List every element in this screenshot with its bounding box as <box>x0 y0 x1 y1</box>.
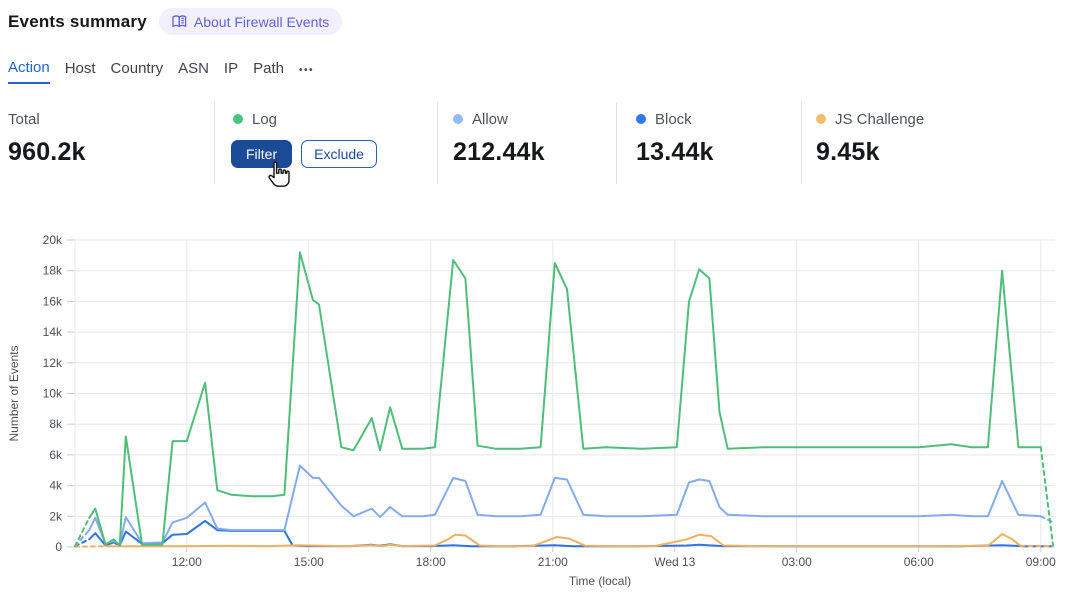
x-axis-tick-label: 21:00 <box>538 555 568 569</box>
x-axis-tick-label: 18:00 <box>416 555 446 569</box>
about-firewall-events-badge[interactable]: About Firewall Events <box>158 8 343 35</box>
filter-button[interactable]: Filter <box>231 140 293 168</box>
y-axis-tick-label: 8k <box>49 417 63 431</box>
stat-js-challenge[interactable]: JS Challenge 9.45k <box>801 102 1068 184</box>
tab-ip[interactable]: IP <box>223 60 239 77</box>
stat-js-challenge-label: JS Challenge <box>835 110 925 128</box>
x-axis-tick-label: 03:00 <box>782 555 812 569</box>
tab-country[interactable]: Country <box>110 60 164 77</box>
y-axis-tick-label: 2k <box>49 509 63 523</box>
y-axis-tick-label: 20k <box>43 233 63 247</box>
stat-log-label: Log <box>252 110 278 128</box>
tab-more-ellipsis[interactable]: ••• <box>298 65 314 76</box>
y-axis-tick-label: 10k <box>43 387 63 401</box>
chart-gridlines <box>67 239 1055 552</box>
y-axis-tick-label: 4k <box>49 479 63 493</box>
stat-allow[interactable]: Allow 212.44k <box>437 102 616 184</box>
series-line-allow <box>74 464 1054 548</box>
y-axis-tick-label: 6k <box>49 448 63 462</box>
y-axis-tick-label: 16k <box>43 294 63 308</box>
chart-series <box>74 251 1054 548</box>
stat-total: Total 960.2k <box>0 102 214 184</box>
log-legend-dot <box>233 114 243 124</box>
tab-asn[interactable]: ASN <box>178 60 209 77</box>
x-axis-tick-label: 09:00 <box>1026 555 1056 569</box>
tab-bar: Action Host Country ASN IP Path ••• <box>8 59 314 84</box>
events-chart: 0 2k 4k 6k 8k 10k 12k 14k 16k 18k 20k 12:00 15:00 18:… <box>7 233 1056 588</box>
x-axis-tick-label: Wed 13 <box>654 555 695 569</box>
js-challenge-legend-dot <box>816 114 826 124</box>
chart-axes: 0 2k 4k 6k 8k 10k 12k 14k 16k 18k 20k 12:00 15:00 18:… <box>7 233 1056 588</box>
y-axis-tick-label: 12k <box>43 356 63 370</box>
stat-allow-label: Allow <box>472 110 508 128</box>
stat-allow-value: 212.44k <box>453 138 545 166</box>
stat-block-label: Block <box>655 110 692 128</box>
stat-log[interactable]: Log Filter Exclude <box>214 102 437 184</box>
x-axis-tick-label: 15:00 <box>294 555 324 569</box>
stat-total-label: Total <box>8 110 40 128</box>
x-axis-title: Time (local) <box>569 574 631 588</box>
events-chart-container[interactable]: 0 2k 4k 6k 8k 10k 12k 14k 16k 18k 20k 12:00 15:00 18:… <box>0 218 1068 598</box>
series-line-block <box>74 519 1054 548</box>
block-legend-dot <box>636 114 646 124</box>
tab-action[interactable]: Action <box>8 59 50 84</box>
series-line-log <box>74 251 1054 548</box>
tab-host[interactable]: Host <box>64 60 96 77</box>
stat-block-value: 13.44k <box>636 138 714 166</box>
y-axis-tick-label: 0 <box>55 540 62 554</box>
exclude-button[interactable]: Exclude <box>301 140 377 168</box>
x-axis-tick-label: 06:00 <box>904 555 934 569</box>
about-badge-label: About Firewall Events <box>193 13 330 30</box>
header: Events summary About Firewall Events <box>8 8 343 35</box>
stat-total-value: 960.2k <box>8 138 86 166</box>
allow-legend-dot <box>453 114 463 124</box>
tab-path[interactable]: Path <box>253 60 284 77</box>
stat-js-challenge-value: 9.45k <box>816 138 880 166</box>
stats-row: Total 960.2k Log Filter Exclude Allow 21… <box>0 102 1068 184</box>
page-title: Events summary <box>8 11 147 31</box>
y-axis-tick-label: 14k <box>43 325 63 339</box>
book-icon <box>172 15 187 28</box>
y-axis-tick-label: 18k <box>43 264 63 278</box>
y-axis-title: Number of Events <box>7 345 21 441</box>
series-line-js-challenge <box>74 533 1054 548</box>
stat-block[interactable]: Block 13.44k <box>616 102 801 184</box>
x-axis-tick-label: 12:00 <box>172 555 202 569</box>
